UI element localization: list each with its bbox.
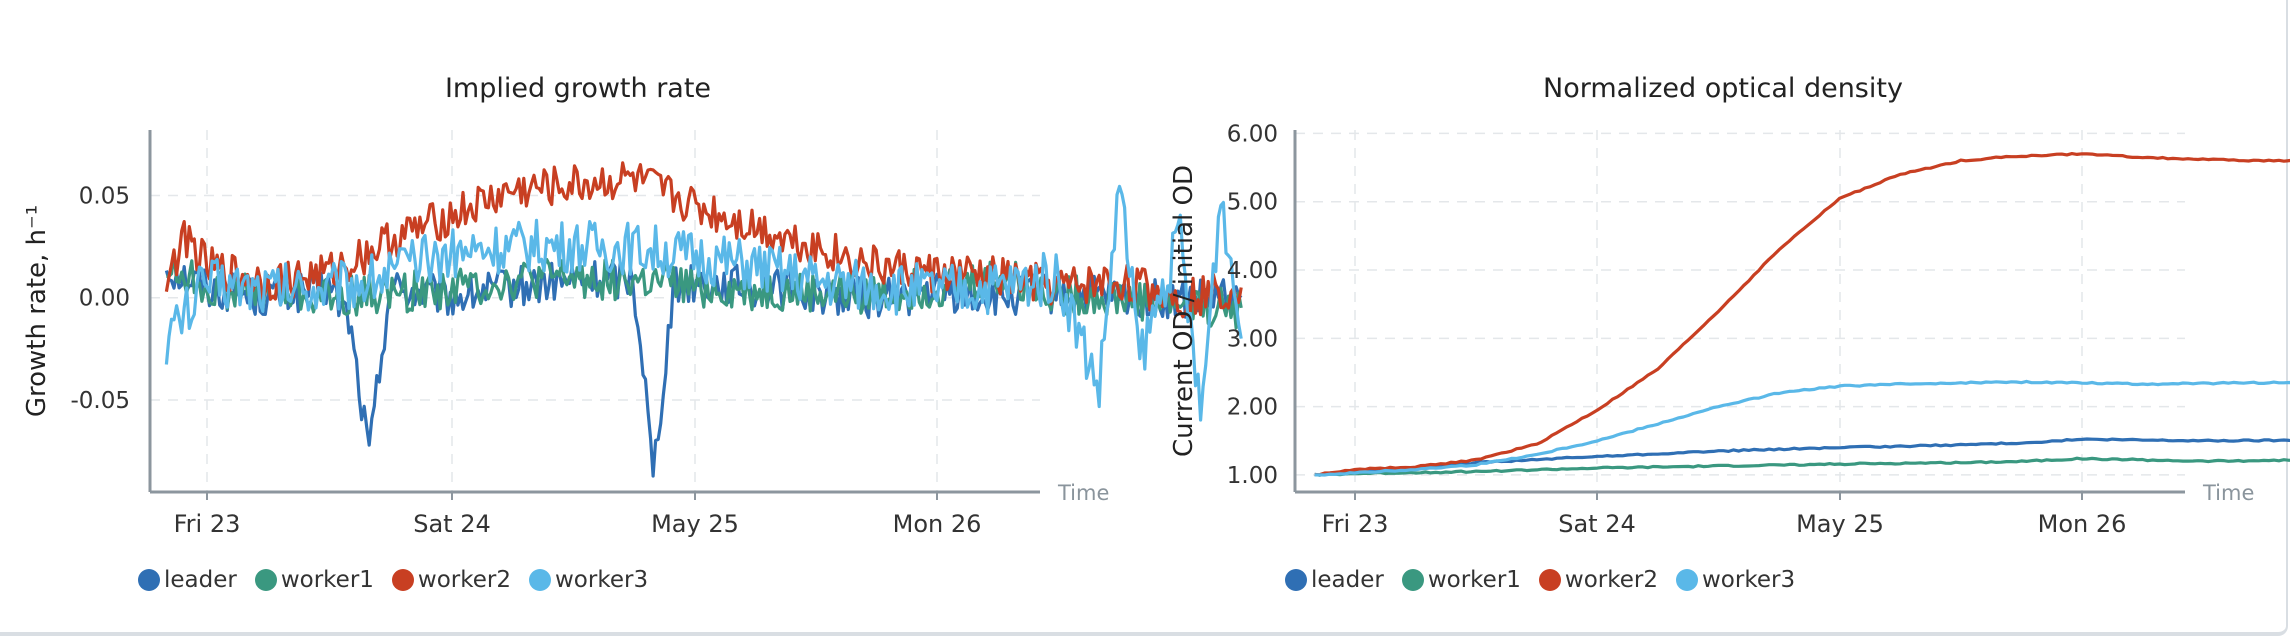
legend-swatch bbox=[1676, 569, 1698, 591]
y-tick-label: 1.00 bbox=[1227, 463, 1278, 489]
legend-item-worker1[interactable]: worker1 bbox=[254, 567, 374, 593]
legend-swatch bbox=[529, 569, 551, 591]
y-tick-label: 2.00 bbox=[1227, 395, 1278, 421]
legend-label: worker3 bbox=[1702, 567, 1796, 593]
legend-label: leader bbox=[1311, 567, 1384, 593]
x-axis-label: Time bbox=[2202, 481, 2254, 505]
optical-density-chart: Normalized optical density 6.00 5.00 4.00 3.… bbox=[1169, 73, 2290, 538]
y-tick-label: 0.05 bbox=[79, 183, 130, 209]
series-line-worker2 bbox=[1314, 152, 2290, 477]
legend-swatch bbox=[254, 569, 277, 591]
legend-item-worker3[interactable]: worker3 bbox=[1676, 567, 1795, 593]
x-tick-label: Mon 26 bbox=[2038, 510, 2127, 538]
legend-swatch bbox=[1401, 569, 1424, 591]
x-tick-label: Mon 26 bbox=[893, 510, 982, 538]
y-tick-label: 4.00 bbox=[1227, 258, 1278, 284]
legend-item-worker3[interactable]: worker3 bbox=[529, 567, 648, 593]
legend-label: worker2 bbox=[417, 567, 511, 593]
y-tick-label: 6.00 bbox=[1227, 121, 1278, 147]
legend-item-leader[interactable]: leader bbox=[1285, 567, 1384, 593]
x-tick-label: Fri 23 bbox=[174, 510, 241, 538]
chart-title: Normalized optical density bbox=[1543, 73, 1903, 104]
y-axis-label: Current OD / initial OD bbox=[1169, 165, 1199, 457]
series-line-worker3 bbox=[164, 184, 1243, 422]
optical-density-chart-panel: Normalized optical density 6.00 5.00 4.00 3.… bbox=[1145, 0, 2290, 640]
growth-rate-chart-panel: Implied growth rate 0.05 0.00 -0.05 Fri 23 Sa… bbox=[0, 0, 1243, 640]
series-line-worker1 bbox=[1314, 456, 2290, 477]
y-tick-label: 3.00 bbox=[1227, 326, 1278, 352]
legend-item-worker2[interactable]: worker2 bbox=[1538, 567, 1658, 593]
legend-item-worker1[interactable]: worker1 bbox=[1401, 567, 1521, 593]
legend-label: worker2 bbox=[1564, 567, 1658, 593]
y-tick-label: 5.00 bbox=[1227, 190, 1278, 216]
x-tick-label: Sat 24 bbox=[1558, 510, 1636, 538]
x-tick-label: Sat 24 bbox=[413, 510, 491, 538]
y-axis-label: Growth rate, h⁻¹ bbox=[22, 205, 52, 417]
legend-swatch bbox=[1538, 569, 1561, 591]
optical-density-legend: leader worker1 worker2 worker3 bbox=[1285, 560, 1795, 600]
legend-label: worker1 bbox=[1427, 567, 1521, 593]
growth-rate-legend: leader worker1 worker2 worker3 bbox=[138, 560, 648, 600]
x-tick-label: May 25 bbox=[1796, 510, 1884, 538]
legend-label: worker3 bbox=[555, 567, 649, 593]
legend-swatch bbox=[138, 569, 160, 591]
y-tick-label: -0.05 bbox=[70, 388, 130, 414]
legend-swatch bbox=[1285, 569, 1307, 591]
series-line-worker3 bbox=[1314, 379, 2290, 477]
growth-rate-chart: Implied growth rate 0.05 0.00 -0.05 Fri 23 Sa… bbox=[22, 73, 1243, 538]
legend-item-leader[interactable]: leader bbox=[138, 567, 237, 593]
y-tick-label: 0.00 bbox=[79, 286, 130, 312]
legend-item-worker2[interactable]: worker2 bbox=[391, 567, 511, 593]
chart-title: Implied growth rate bbox=[445, 73, 711, 104]
legend-label: worker1 bbox=[280, 567, 374, 593]
legend-label: leader bbox=[164, 567, 237, 593]
legend-swatch bbox=[391, 569, 414, 591]
x-tick-label: May 25 bbox=[651, 510, 739, 538]
x-tick-label: Fri 23 bbox=[1322, 510, 1389, 538]
x-axis-label: Time bbox=[1057, 481, 1109, 505]
